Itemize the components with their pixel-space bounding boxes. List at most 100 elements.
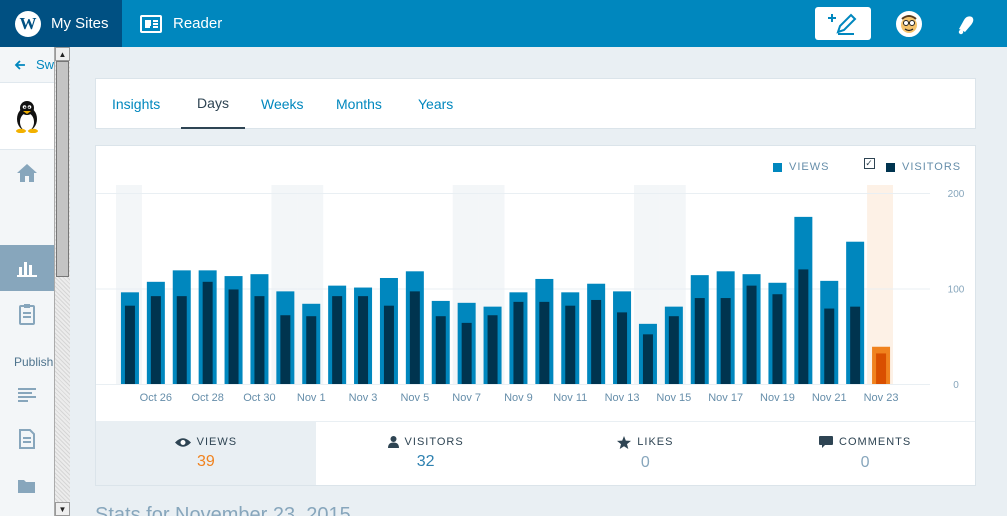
tab-insights[interactable]: Insights [96,79,176,129]
summary-comments-label: COMMENTS [839,436,912,448]
summary-views-value: 39 [196,453,215,470]
visitors-bar [565,305,576,384]
x-tick-label: Nov 7 [452,392,481,404]
star-icon [617,435,632,449]
sidebar: Sw Publish [0,47,55,516]
visitors-bar [332,296,343,384]
x-tick-label: Nov 11 [553,392,587,404]
user-avatar[interactable] [896,11,922,37]
visitors-bar [254,296,265,384]
x-tick-label: Oct 26 [140,392,172,404]
summary-tab-comments[interactable]: COMMENTS 0 [755,422,975,485]
stats-date-heading: Stats for November 23, 2015 [95,504,351,516]
stats-icon [17,262,37,277]
visitors-bar [591,299,602,384]
legend-visitors-label: VISITORS [902,161,962,173]
summary-tab-views[interactable]: VIEWS 39 [96,422,316,485]
x-tick-label: Nov 13 [605,392,640,404]
stats-chart-card: VIEWS ✓ VISITORS 200 100 0 Oct 26 Oct 28 Oct … [95,145,976,486]
reader-icon [140,14,162,33]
legend-visitors[interactable]: ✓ VISITORS [864,157,962,173]
x-tick-label: Nov 3 [349,392,378,404]
home-icon [17,164,37,182]
eye-icon [174,437,191,447]
x-tick-label: Nov 15 [656,392,691,404]
tab-weeks[interactable]: Weeks [245,79,320,129]
summary-views-label: VIEWS [196,436,238,448]
publish-heading: Publish [14,355,54,369]
person-icon [387,436,399,448]
visitors-swatch [886,162,895,172]
visitors-bar [150,296,161,384]
visitors-bar [850,306,861,384]
x-tick-label: Nov 1 [297,392,326,404]
x-tick-label: Nov 19 [760,392,795,404]
summary-visitors-label: VISITORS [404,436,464,448]
tab-months-label: Months [336,96,382,112]
bell-icon [958,16,974,35]
visitors-checkbox-icon[interactable]: ✓ [864,157,875,169]
folder-icon [18,480,35,493]
visitors-bar [746,285,757,384]
visitors-bar [461,322,472,384]
y-tick-label: 100 [948,285,965,296]
x-tick-label: Nov 17 [708,392,743,404]
summary-comments-value: 0 [860,453,870,471]
comment-icon [819,435,834,448]
visitors-bar [383,305,394,384]
bar-chart[interactable]: 200 100 0 Oct 26 Oct 28 Oct 30 Nov 1 Nov 3 Nov 5… [96,185,975,417]
write-icon [828,13,857,35]
summary-tabs: VIEWS 39 VISITORS 32 LIKES 0 COMMENTS 0 [96,421,975,485]
scroll-up-arrow-icon[interactable]: ▲ [55,47,70,61]
y-tick-label: 0 [953,380,959,391]
tab-days-label: Days [197,95,229,111]
arrow-left-icon [14,59,25,70]
my-sites-button[interactable]: W My Sites [0,0,122,47]
y-tick-label: 200 [948,189,965,200]
sidebar-item-home[interactable] [0,150,54,196]
legend-views: VIEWS [773,161,829,173]
visitors-bar [358,296,369,384]
visitors-bar [539,301,550,384]
visitors-bar [772,294,783,384]
visitors-bar [694,298,705,384]
write-post-button[interactable] [815,7,871,40]
scroll-thumb[interactable] [56,61,69,277]
site-icon-tux[interactable] [0,83,54,150]
posts-icon [18,388,36,402]
visitors-bar [876,353,887,384]
tab-days[interactable]: Days [181,79,245,129]
tab-insights-label: Insights [112,96,161,112]
sidebar-item-plan[interactable] [0,291,54,337]
visitors-bar [306,316,317,384]
summary-tab-visitors[interactable]: VISITORS 32 [316,422,536,485]
masterbar: W My Sites Reader [0,0,1007,47]
visitors-bar [124,305,135,384]
summary-visitors-value: 32 [416,453,435,470]
tab-years-label: Years [418,96,454,112]
tab-years[interactable]: Years [402,79,469,129]
views-swatch [773,162,782,172]
visitors-bar [798,269,809,384]
scroll-down-arrow-icon[interactable]: ▼ [55,502,70,516]
wordpress-logo-icon: W [15,10,41,37]
sidebar-item-pages[interactable] [0,415,54,463]
visitors-bar [513,301,524,384]
reader-button[interactable]: Reader [140,0,222,47]
visitors-bar [280,315,291,384]
visitors-bar [668,316,679,384]
notifications-button[interactable] [953,11,979,37]
sidebar-item-stats[interactable] [0,245,54,291]
stats-period-tabs: Insights Days Weeks Months Years [95,78,976,129]
tab-months[interactable]: Months [320,79,398,129]
page-icon [19,429,35,449]
visitors-bar [824,308,835,384]
x-tick-label: Oct 28 [191,392,223,404]
summary-likes-label: LIKES [637,436,674,448]
sidebar-item-posts[interactable] [0,375,54,415]
switch-site-button[interactable]: Sw [0,47,54,83]
tab-weeks-label: Weeks [261,96,304,112]
sidebar-scrollbar[interactable]: ▲ ▼ [54,47,70,516]
summary-tab-likes[interactable]: LIKES 0 [536,422,756,485]
sidebar-item-media[interactable] [0,463,54,509]
